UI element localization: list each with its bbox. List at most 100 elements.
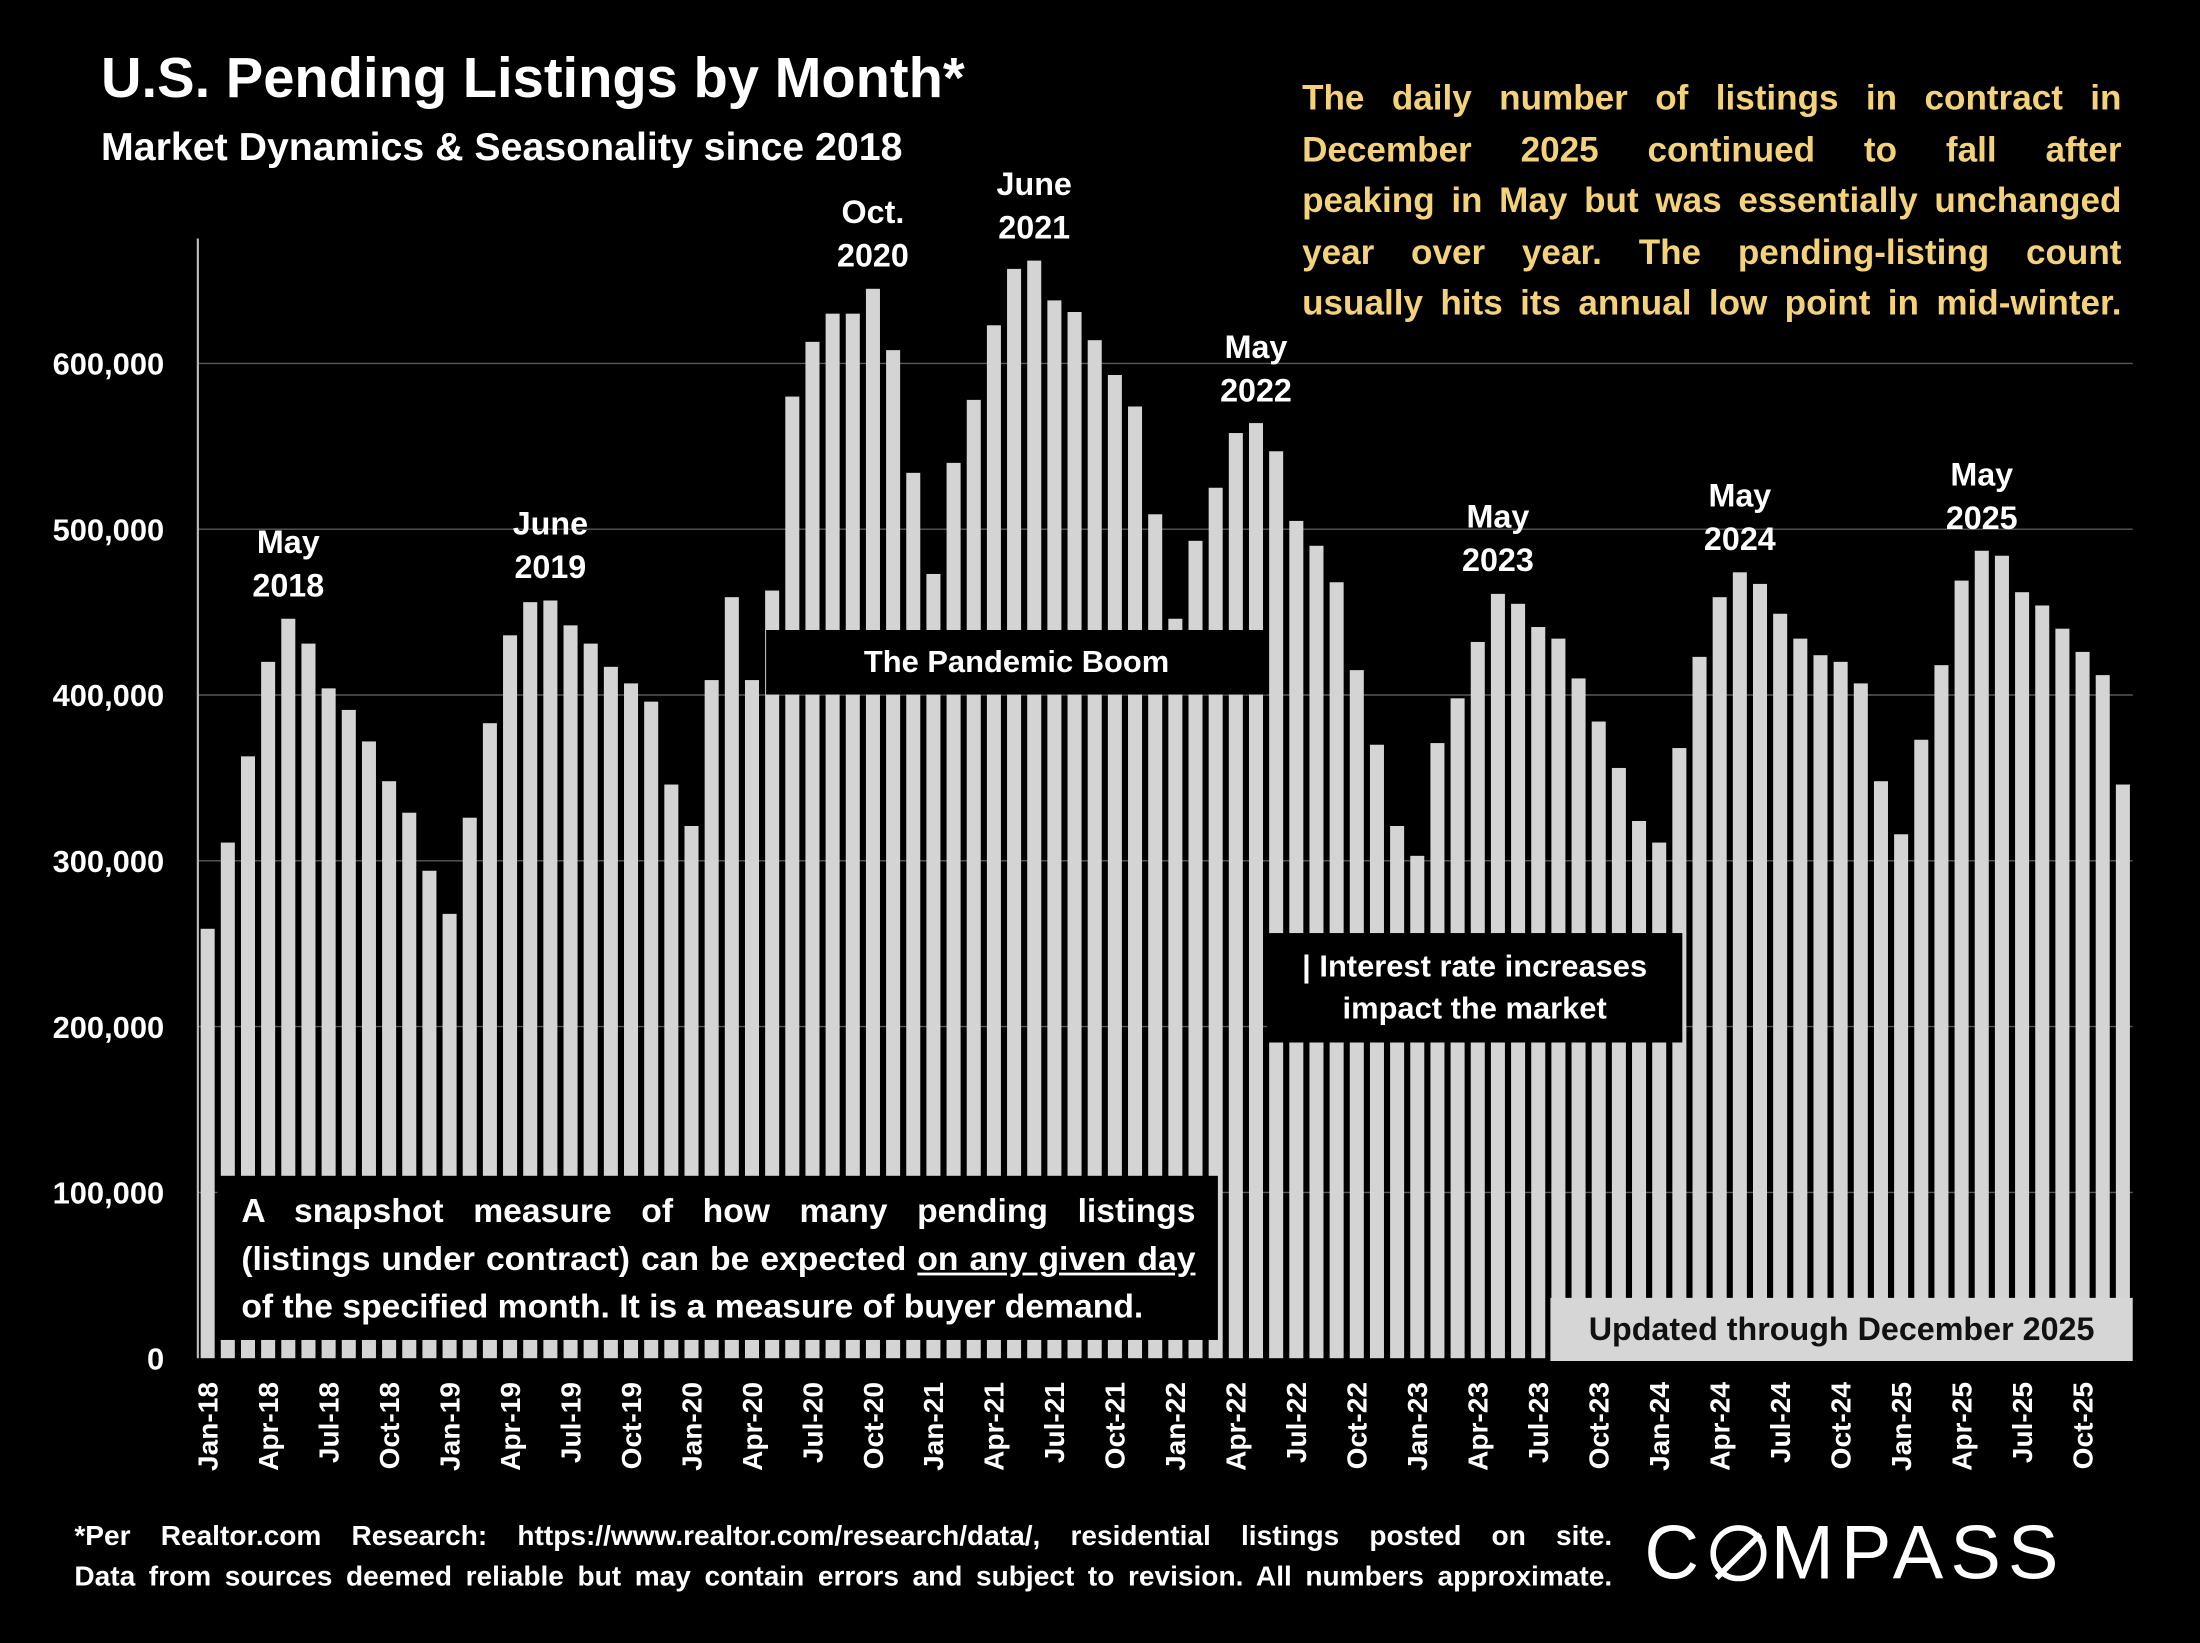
x-tick-label: Apr-20	[737, 1382, 768, 1471]
y-tick-label: 500,000	[53, 512, 165, 547]
bar	[1652, 842, 1667, 1359]
x-tick-label: Oct-22	[1342, 1382, 1373, 1469]
bar	[1107, 375, 1122, 1359]
x-tick-label: Jul-25	[2007, 1382, 2038, 1463]
bar	[563, 625, 578, 1359]
bar	[765, 590, 780, 1359]
peak-label: June 2019	[466, 502, 634, 589]
bar	[1228, 433, 1243, 1359]
peak-year: 2022	[1220, 371, 1292, 408]
x-tick-label: Apr-24	[1705, 1382, 1736, 1471]
peak-label: May 2025	[1898, 453, 2066, 540]
bar	[1692, 656, 1707, 1359]
peak-label: June 2021	[950, 162, 1118, 249]
y-tick-label: 400,000	[53, 678, 165, 713]
bar	[825, 313, 840, 1359]
snapshot-text: (listings under contract) can be expecte…	[241, 1240, 918, 1279]
x-tick-label: Apr-21	[979, 1382, 1010, 1471]
bar	[2075, 651, 2090, 1359]
bar	[1833, 661, 1848, 1359]
interest-line: | Interest rate increases	[1302, 948, 1648, 984]
bar	[1873, 781, 1888, 1359]
compass-logo: C MPASS	[1644, 1511, 2066, 1596]
bar	[1208, 487, 1223, 1359]
bar	[886, 350, 901, 1359]
page-subtitle: Market Dynamics & Seasonality since 2018	[101, 124, 903, 169]
peak-year: 2024	[1703, 520, 1776, 557]
x-tick-label: Jul-21	[1039, 1382, 1070, 1463]
x-tick-label: Apr-25	[1946, 1382, 1977, 1471]
x-tick-label: Jan-24	[1644, 1382, 1675, 1471]
bar	[1793, 638, 1808, 1359]
bar	[523, 602, 538, 1359]
x-tick-label: Jul-19	[555, 1382, 586, 1463]
bar	[926, 573, 941, 1359]
x-tick-label: Oct-25	[2067, 1382, 2098, 1469]
bar	[1168, 618, 1183, 1359]
snapshot-line: of the specified month. It is a measure …	[241, 1288, 1144, 1326]
peak-month: June	[512, 505, 589, 542]
bar	[1672, 748, 1687, 1359]
y-tick-label: 200,000	[53, 1010, 165, 1045]
bar	[1914, 739, 1929, 1359]
bar	[1712, 597, 1727, 1359]
bar	[2115, 784, 2130, 1359]
bar	[1248, 423, 1264, 1359]
bar	[281, 618, 296, 1359]
bar	[2015, 592, 2030, 1359]
peak-month: May	[1708, 476, 1772, 514]
updated-label: Updated through December 2025	[1550, 1297, 2133, 1362]
bar	[1934, 665, 1949, 1359]
bar	[1994, 555, 2009, 1359]
bar	[1027, 260, 1042, 1359]
summary-text: The daily number of listings in contract…	[1302, 73, 2121, 329]
x-tick-label: Oct-19	[616, 1382, 647, 1469]
x-tick-label: Jan-18	[192, 1382, 223, 1471]
footer-line: *Per Realtor.com Research: https://www.r…	[74, 1520, 1613, 1552]
bar	[805, 341, 820, 1359]
bar	[1813, 655, 1828, 1359]
peak-label: May 2024	[1656, 474, 1824, 561]
snapshot-emphasis: on any given day	[917, 1240, 1196, 1279]
peak-label: May 2018	[204, 521, 372, 608]
x-tick-label: Jul-22	[1281, 1382, 1312, 1463]
summary-line: peaking in May but was essentially uncha…	[1302, 180, 2122, 221]
snapshot-note: A snapshot measure of how many pending l…	[217, 1175, 1218, 1340]
y-tick-label: 600,000	[53, 347, 165, 382]
bar	[1087, 340, 1102, 1359]
bar	[1732, 572, 1747, 1359]
peak-year: 2019	[514, 548, 587, 586]
x-tick-label: Oct-20	[858, 1382, 889, 1469]
peak-year: 2021	[998, 208, 1071, 246]
bar	[1410, 855, 1425, 1359]
x-tick-label: Oct-18	[374, 1382, 405, 1469]
snapshot-line: A snapshot measure of how many pending l…	[241, 1192, 1196, 1231]
bar	[1269, 451, 1284, 1359]
x-tick-label: Apr-23	[1463, 1382, 1494, 1471]
y-tick-label: 100,000	[53, 1176, 165, 1211]
peak-month: May	[1466, 498, 1530, 535]
bar	[1390, 825, 1405, 1359]
summary-line: December 2025 continued to fall after	[1302, 129, 2122, 170]
bar	[1974, 550, 1989, 1359]
peak-month: May	[1224, 327, 1288, 365]
x-tick-label: Jul-23	[1523, 1382, 1554, 1463]
x-tick-label: Jul-24	[1765, 1382, 1796, 1463]
bar	[1148, 514, 1163, 1359]
x-tick-label: Jan-22	[1160, 1382, 1191, 1471]
bar	[1067, 312, 1082, 1359]
x-tick-label: Jan-21	[918, 1382, 949, 1471]
bar	[1047, 300, 1062, 1359]
bar	[986, 325, 1001, 1359]
bar	[1369, 744, 1384, 1359]
peak-year: 2023	[1462, 541, 1534, 579]
bar	[1752, 583, 1768, 1359]
x-tick-label: Jan-25	[1886, 1382, 1917, 1471]
bar	[1188, 540, 1203, 1359]
bar	[865, 288, 880, 1359]
x-tick-label: Apr-19	[495, 1382, 526, 1471]
bar	[2035, 605, 2050, 1359]
peak-label: May 2022	[1172, 325, 1340, 412]
bar	[1773, 613, 1788, 1359]
